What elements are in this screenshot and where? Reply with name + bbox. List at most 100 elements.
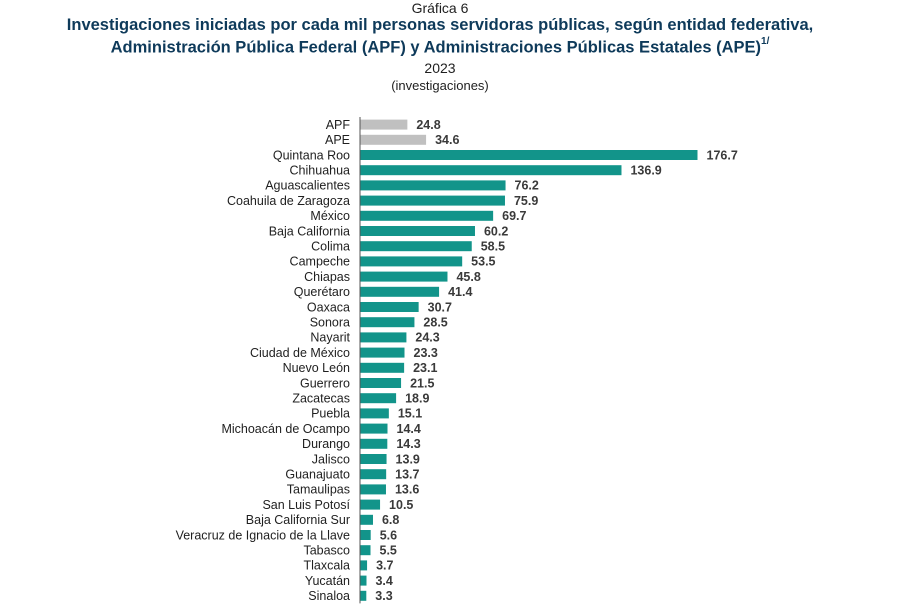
category-label: Guanajuato bbox=[285, 468, 350, 482]
value-label: 45.8 bbox=[456, 270, 480, 284]
bar bbox=[360, 332, 407, 343]
bar bbox=[360, 408, 389, 419]
category-label: Quintana Roo bbox=[273, 148, 350, 162]
value-label: 23.3 bbox=[414, 346, 438, 360]
bar bbox=[360, 438, 388, 449]
value-label: 28.5 bbox=[423, 316, 447, 330]
bar bbox=[360, 545, 371, 556]
bar bbox=[360, 362, 405, 373]
category-label: Tamaulipas bbox=[287, 483, 350, 497]
value-label: 41.4 bbox=[448, 285, 472, 299]
bar bbox=[360, 560, 368, 571]
category-label: San Luis Potosí bbox=[262, 498, 350, 512]
value-label: 69.7 bbox=[502, 209, 526, 223]
value-label: 58.5 bbox=[481, 240, 505, 254]
category-label: Nuevo León bbox=[283, 361, 350, 375]
category-label: Baja California bbox=[269, 224, 350, 238]
bar bbox=[360, 378, 402, 388]
bar bbox=[360, 134, 427, 145]
bar bbox=[360, 180, 506, 191]
bar bbox=[360, 347, 405, 358]
value-label: 13.6 bbox=[395, 483, 419, 497]
category-label: Durango bbox=[302, 437, 350, 451]
bar bbox=[360, 423, 388, 434]
bar bbox=[360, 226, 475, 236]
bar bbox=[360, 210, 494, 221]
value-label: 18.9 bbox=[405, 392, 429, 406]
category-label: Nayarit bbox=[310, 331, 350, 345]
value-label: 3.3 bbox=[375, 589, 392, 603]
category-label: Guerrero bbox=[300, 376, 350, 390]
category-label: Chihuahua bbox=[290, 164, 351, 178]
value-label: 14.3 bbox=[396, 437, 420, 451]
value-label: 6.8 bbox=[382, 513, 399, 527]
value-label: 5.5 bbox=[380, 544, 397, 558]
category-label: Colima bbox=[311, 240, 350, 254]
value-label: 76.2 bbox=[515, 179, 539, 193]
category-label: Veracruz de Ignacio de la Llave bbox=[176, 528, 350, 542]
category-label: Querétaro bbox=[294, 285, 350, 299]
bar bbox=[360, 195, 505, 206]
bar bbox=[360, 150, 698, 160]
title-footnote-marker: 1/ bbox=[761, 36, 770, 47]
value-label: 5.6 bbox=[380, 528, 397, 542]
value-label: 3.4 bbox=[375, 574, 392, 588]
value-label: 176.7 bbox=[707, 148, 738, 162]
category-label: Yucatán bbox=[305, 574, 350, 588]
bar bbox=[360, 165, 622, 176]
value-label: 13.9 bbox=[396, 452, 420, 466]
chart-title-line2: Administración Pública Federal (APF) y A… bbox=[0, 36, 880, 58]
category-label: Oaxaca bbox=[307, 300, 350, 314]
value-label: 23.1 bbox=[413, 361, 437, 375]
value-label: 21.5 bbox=[410, 376, 434, 390]
category-label: Michoacán de Ocampo bbox=[221, 422, 350, 436]
category-label: APE bbox=[325, 133, 350, 147]
bar bbox=[360, 271, 448, 282]
bar bbox=[360, 302, 419, 312]
category-label: México bbox=[310, 209, 350, 223]
category-label: Zacatecas bbox=[292, 392, 350, 406]
bar bbox=[360, 317, 415, 328]
category-label: Sonora bbox=[310, 316, 350, 330]
bar bbox=[360, 119, 408, 130]
category-label: Sinaloa bbox=[308, 589, 350, 603]
category-label: Ciudad de México bbox=[250, 346, 350, 360]
bar bbox=[360, 499, 381, 510]
bar bbox=[360, 514, 373, 525]
bar bbox=[360, 469, 387, 480]
bar bbox=[360, 530, 371, 540]
value-label: 14.4 bbox=[397, 422, 421, 436]
bar bbox=[360, 484, 386, 495]
chart-title-line1: Investigaciones iniciadas por cada mil p… bbox=[66, 16, 814, 34]
value-label: 15.1 bbox=[398, 407, 422, 421]
bar bbox=[360, 575, 367, 586]
value-label: 3.7 bbox=[376, 559, 393, 573]
category-label: Tabasco bbox=[303, 544, 350, 558]
value-label: 10.5 bbox=[389, 498, 413, 512]
category-label: Baja California Sur bbox=[246, 513, 350, 527]
bar bbox=[360, 241, 472, 252]
chart-unit: (investigaciones) bbox=[391, 78, 489, 93]
chart-year: 2023 bbox=[424, 60, 456, 76]
value-label: 24.3 bbox=[415, 331, 439, 345]
chart-title-line2-text: Administración Pública Federal (APF) y A… bbox=[110, 38, 762, 57]
category-label: Jalisco bbox=[312, 452, 350, 466]
category-label: Chiapas bbox=[304, 270, 350, 284]
value-label: 30.7 bbox=[428, 300, 452, 314]
value-label: 13.7 bbox=[395, 468, 419, 482]
bar bbox=[360, 590, 367, 601]
category-label: Campeche bbox=[290, 255, 350, 269]
category-label: Puebla bbox=[311, 407, 350, 421]
category-label: APF bbox=[326, 118, 351, 132]
bar bbox=[360, 393, 397, 404]
bar bbox=[360, 454, 387, 464]
value-label: 24.8 bbox=[416, 118, 440, 132]
bar bbox=[360, 286, 440, 297]
bar bbox=[360, 256, 463, 267]
value-label: 34.6 bbox=[435, 133, 459, 147]
category-label: Coahuila de Zaragoza bbox=[227, 194, 350, 208]
chart-label: Gráfica 6 bbox=[411, 0, 469, 16]
value-label: 53.5 bbox=[471, 255, 495, 269]
category-label: Aguascalientes bbox=[265, 179, 350, 193]
